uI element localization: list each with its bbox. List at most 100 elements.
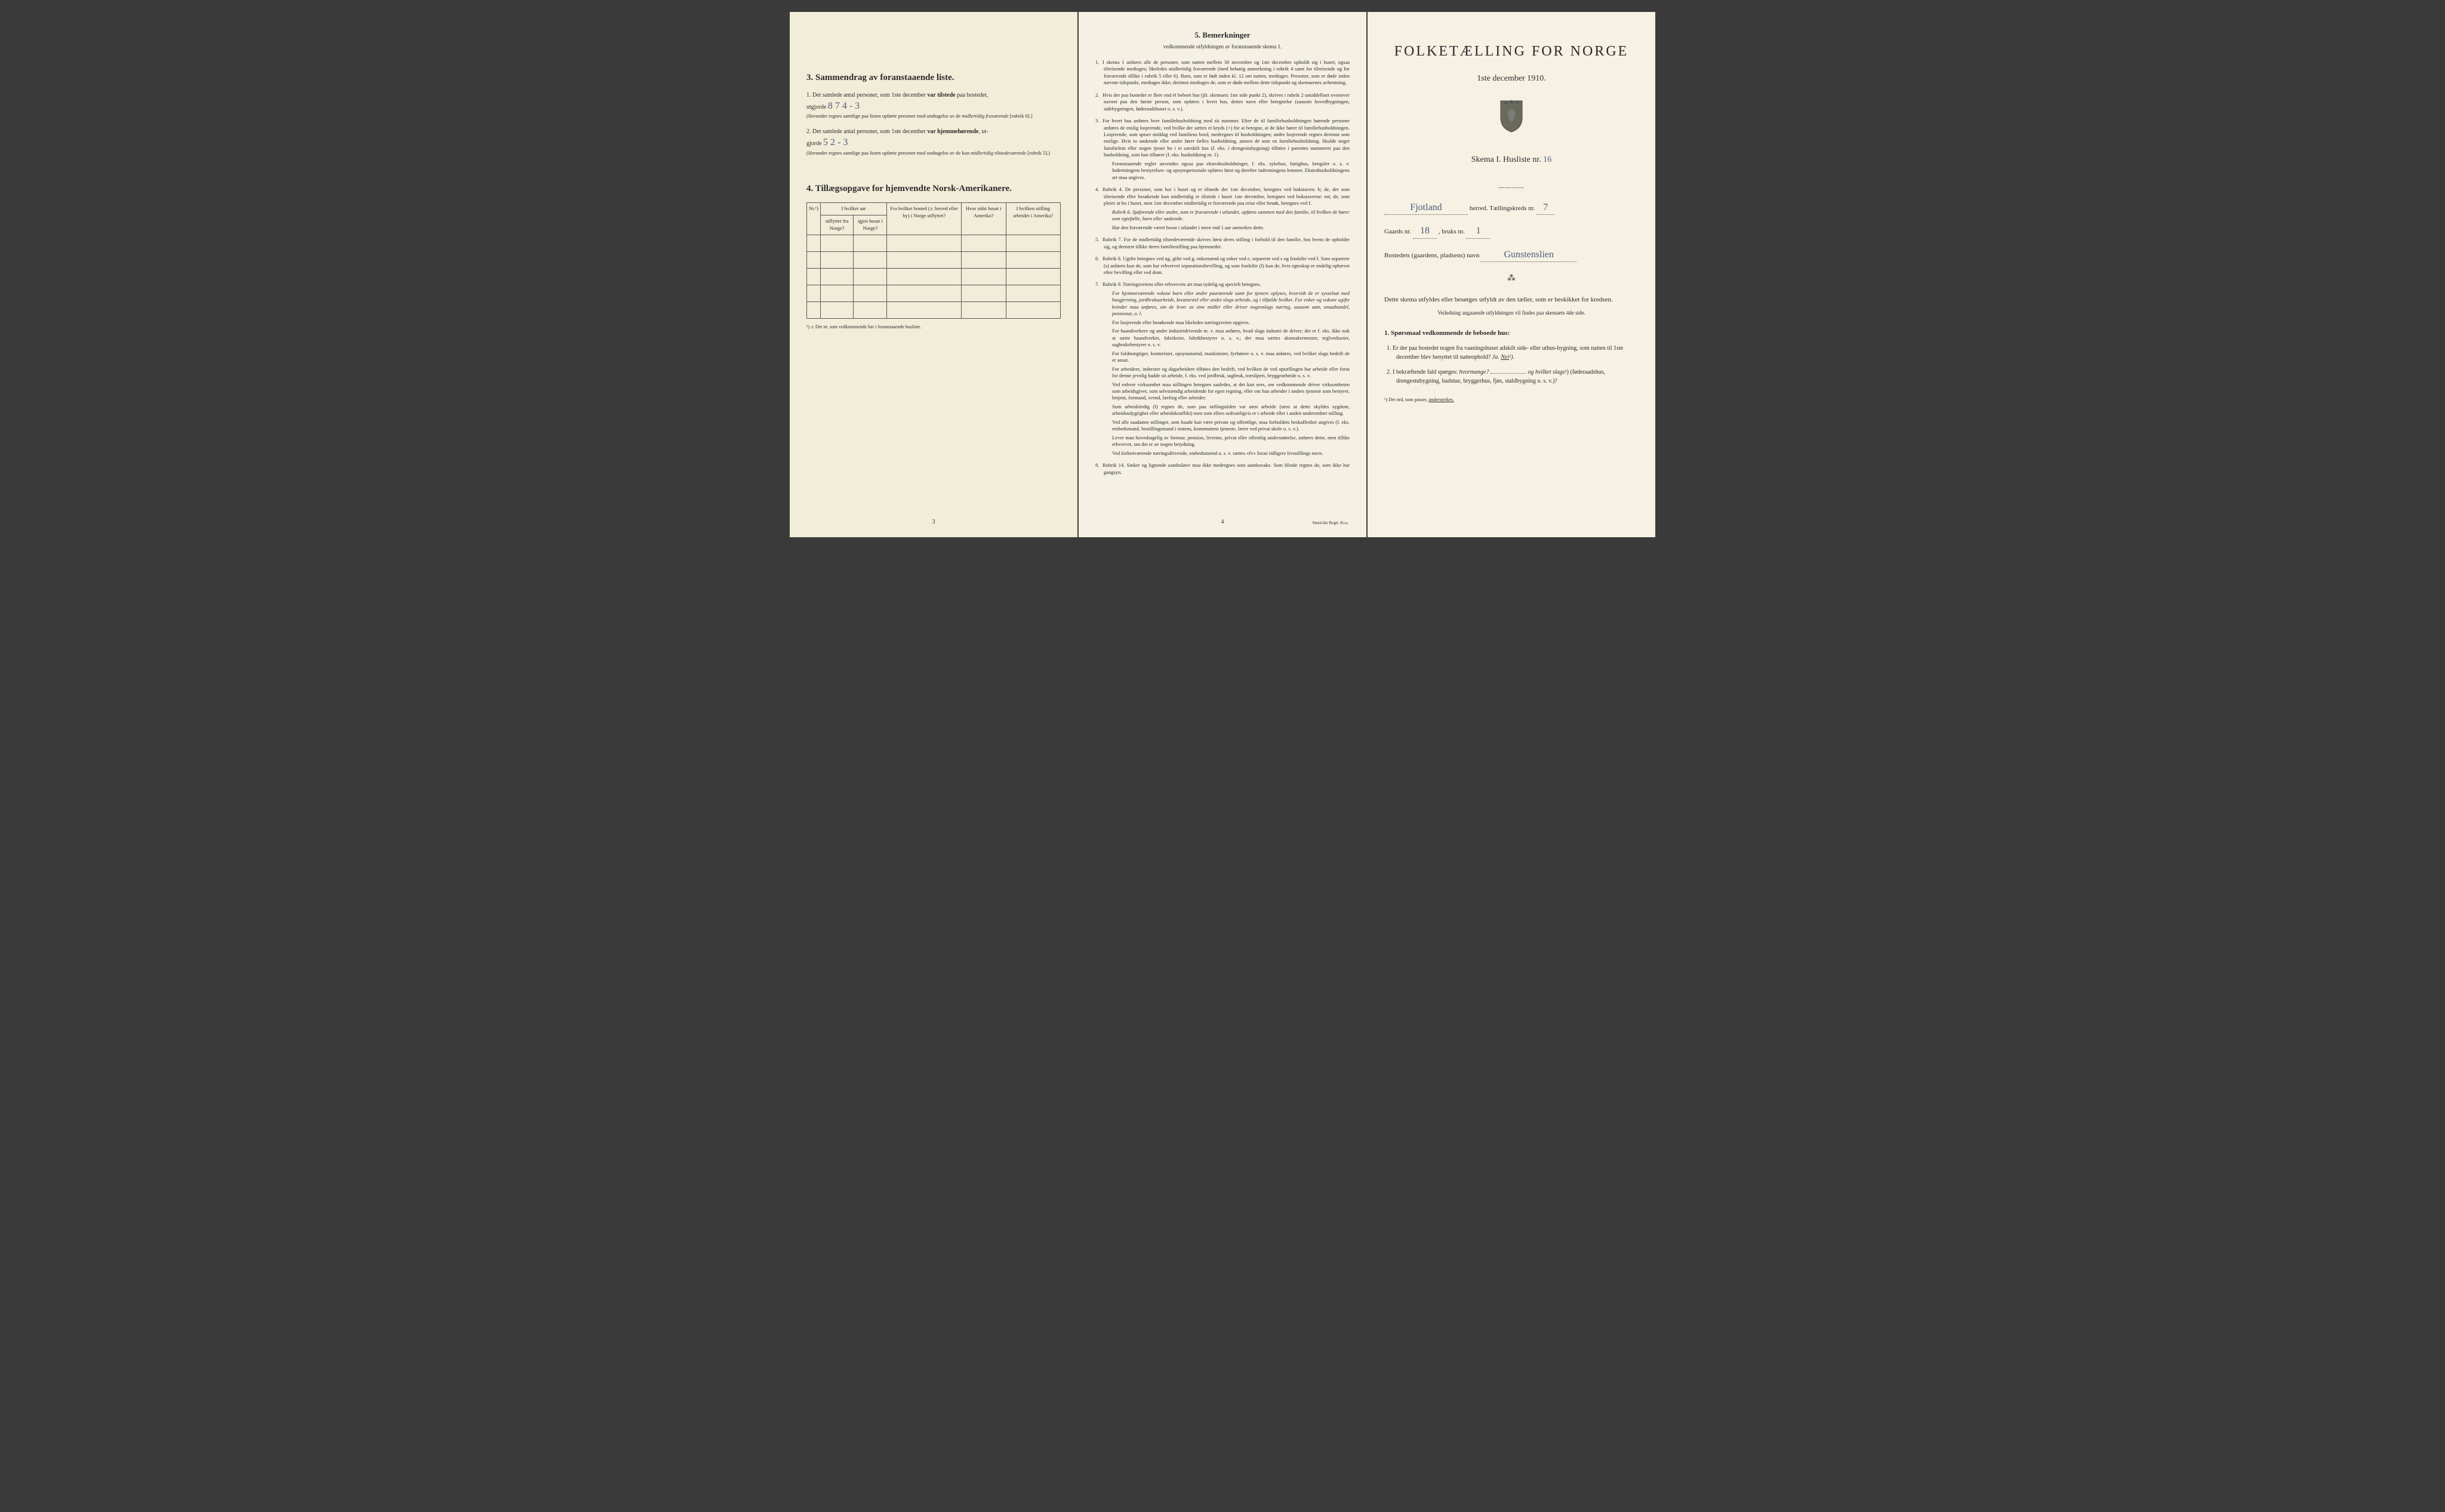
item2-handwritten: 5 2 - 3 [823,137,848,147]
page-2: 5. Bemerkninger vedkommende utfyldningen… [1079,12,1366,537]
item1-line2: utgjorde [806,104,826,110]
col-amerika: Hvor sidst bosat i Amerika? [962,202,1006,235]
bosted-label: Bostedets (gaardens, pladsens) navn [1384,252,1479,259]
ornament-icon: ⁂ [1384,273,1639,285]
herred-label: herred. Tællingskreds nr. [1470,205,1535,212]
bemerk-7-p8: Lever man hovedsagelig av formue, pensio… [1104,435,1350,448]
document-container: 3. Sammendrag av foranstaaende liste. 1.… [790,12,1655,537]
table-row [807,251,1061,268]
bemerk-2: 2.Hvis der paa bostedet er flere end ét … [1095,92,1350,112]
item1-bold: var tilstede [927,92,955,98]
table-footnote: ¹) ɔ: Det nr. som vedkommende har i fora… [806,324,1061,330]
col-bosat: igjen bosat i Norge? [854,215,887,235]
fn3-u: understrekes. [1428,397,1454,402]
bemerk-7-p7: Ved alle saadanne stillinger, som baade … [1104,419,1350,433]
item2-note-wrap: (Herunder regnes samtlige paa listen opf… [806,150,1061,156]
herred-hw: Fjotland [1384,201,1468,215]
footnote-3: ¹) Det ord, som passer, understrekes. [1384,396,1639,403]
bemerk-7-text: Rubrik 9. Næringsveiens eller erhvervets… [1103,281,1261,287]
bruks-nr: 1 [1466,224,1490,238]
bemerk-6-text: Rubrik 8. Ugifte betegnes ved ug, gifte … [1103,255,1350,275]
item1-note-suffix: [rubrik 6].) [1010,113,1033,119]
q2-text: 2. I bekræftende fald spørges: [1387,369,1458,375]
item-1: 1. Det samlede antal personer, som 1ste … [806,91,1061,119]
bemerk-7-p5: Ved enhver virksomhet maa stillingen bet… [1104,381,1350,402]
bruks-label: , bruks nr. [1439,228,1465,235]
gaards-label: Gaards nr. [1384,228,1411,235]
item-2: 2. Det samlede antal personer, som 1ste … [806,128,1061,156]
coat-of-arms-icon [1384,98,1639,136]
item1-note: (Herunder regnes samtlige paa listen opf… [806,113,960,119]
col-aar: I hvilket aar [821,202,887,215]
bemerk-1-text: I skema 1 anføres alle de personer, som … [1103,59,1350,85]
bemerk-subtitle: vedkommende utfyldningen av foranstaaend… [1095,43,1350,51]
col-stilling: I hvilken stilling arbeidet i Amerika? [1006,202,1060,235]
q2-sup: ¹) [1565,369,1569,375]
item2-note: (Herunder regnes samtlige paa listen opf… [806,150,969,156]
table-row [807,268,1061,285]
table-row [807,235,1061,251]
bemerk-8-text: Rubrik 14. Sinker og lignende aandssløve… [1103,462,1350,475]
bemerk-4: 4.Rubrik 4. De personer, som bor i huset… [1095,186,1350,231]
bosted-hw: Gunstenslien [1481,248,1576,262]
item1-note-wrap: (Herunder regnes samtlige paa listen opf… [806,113,1061,119]
col-utflyttet: utflyttet fra Norge? [821,215,854,235]
page-number-2: 4 [1221,518,1224,526]
item1-suffix: paa bostedet, [957,92,988,98]
item1-handwritten: 8 7 4 - 3 [828,101,860,111]
item1-note-italic: midlertidig fraværende [962,113,1008,119]
page-number-1: 3 [932,518,935,526]
q2: 2. I bekræftende fald spørges: hvormange… [1384,368,1639,386]
bemerk-title: 5. Bemerkninger [1095,30,1350,41]
item1-prefix: 1. Det samlede antal personer, som 1ste … [806,92,926,98]
item2-note-italic: midlertidig tilstedeværende [971,150,1026,156]
bemerk-5: 5.Rubrik 7. For de midlertidig tilstedev… [1095,236,1350,250]
section-4-title: 4. Tillægsopgave for hjemvendte Norsk-Am… [806,183,1061,195]
page-1: 3. Sammendrag av foranstaaende liste. 1.… [790,12,1077,537]
skema-line: Skema I. Husliste nr. 16 [1384,154,1639,166]
bemerk-7-p6: Som arbeidsledig (l) regnes de, som paa … [1104,404,1350,417]
questions: 1. Spørsmaal vedkommende de beboede hus:… [1384,329,1639,386]
instruct-text: Dette skema utfyldes eller besørges utfy… [1384,295,1639,304]
item2-bold: var hjemmehørende [927,128,978,135]
bemerk-4-text: Rubrik 4. De personer, som bor i huset o… [1103,186,1350,206]
bemerk-7-p0: For hjemmeværende voksne barn eller andr… [1104,290,1350,318]
q2-i2: hvilket slags [1535,369,1565,375]
instruct-sub: Veiledning angaaende utfyldningen vil fi… [1384,309,1639,317]
printer-mark: Steen'ske Bogtr. Kr.a. [1312,521,1348,526]
q2-blank [1491,373,1526,374]
item2-suffix: , ut- [978,128,988,135]
q2-i1: hvormange? [1459,369,1489,375]
bosted-line: Bostedets (gaardens, pladsens) navn Guns… [1384,248,1639,262]
bemerk-7-p4: For arbeidere, inderster og dagarbeidere… [1104,366,1350,380]
q2-mid: og [1528,369,1533,375]
bemerk-7-p1: For losjerende eller besøkende maa likel… [1104,319,1350,326]
bemerk-7-p2: For haandverkere og andre industridriven… [1104,328,1350,348]
bemerk-3-text: For hvert hus anføres hver familiehushol… [1103,118,1350,158]
col-nr: Nr.¹) [807,202,821,235]
fn3-text: ¹) Det ord, som passer, [1384,397,1427,402]
bemerk-6: 6.Rubrik 8. Ugifte betegnes ved ug, gift… [1095,255,1350,276]
bemerk-7-p9: Ved forhenværende næringsdrivende, embed… [1104,450,1350,457]
page-3: FOLKETÆLLING FOR NORGE 1ste december 191… [1368,12,1655,537]
item2-note-suffix: [rubrik 5].) [1027,150,1050,156]
section-3-title: 3. Sammendrag av foranstaaende liste. [806,72,1061,84]
rule-1: ———— [1384,184,1639,192]
bemerk-7: 7.Rubrik 9. Næringsveiens eller erhverve… [1095,281,1350,457]
bemerk-1: 1.I skema 1 anføres alle de personer, so… [1095,59,1350,87]
bemerk-5-text: Rubrik 7. For de midlertidig tilstedevær… [1103,236,1350,249]
q1: 1. Er der paa bostedet nogen fra vaaning… [1384,344,1639,362]
bemerk-3: 3.For hvert hus anføres hver familiehush… [1095,118,1350,181]
bemerk-7-p3: For fuldmægtiger, kontorister, opsynsmæn… [1104,350,1350,364]
bemerk-8: 8.Rubrik 14. Sinker og lignende aandsslø… [1095,462,1350,476]
skema-prefix: Skema I. Husliste nr. [1471,155,1541,164]
table-row [807,301,1061,318]
item2-line2: gjorde [806,140,822,147]
q1-sup: ¹). [1509,354,1514,361]
bemerk-4-extra2: Har den fraværende været bosat i utlande… [1104,224,1350,231]
bemerk-4-extra1: Rubrik 6. Sjøfarende eller andre, som er… [1104,209,1350,223]
q-heading: 1. Spørsmaal vedkommende de beboede hus: [1384,329,1639,338]
item2-prefix: 2. Det samlede antal personer, som 1ste … [806,128,926,135]
date-line: 1ste december 1910. [1384,73,1639,85]
table-row [807,285,1061,301]
